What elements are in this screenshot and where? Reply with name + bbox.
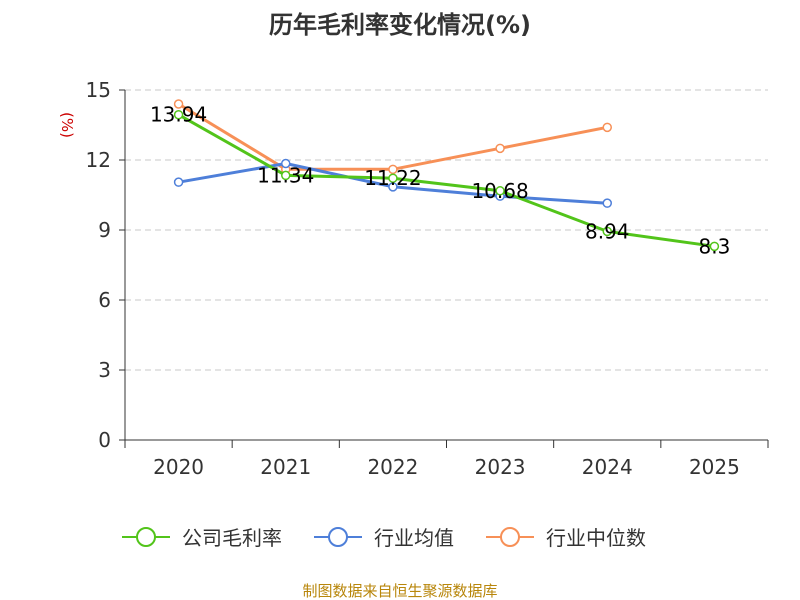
y-tick-label-3: 3 — [98, 358, 111, 382]
x-tick-label-2022: 2022 — [367, 455, 418, 479]
legend-item-1: 行业均值 — [314, 526, 454, 550]
source-note: 制图数据来自恒生聚源数据库 — [302, 582, 497, 600]
axes: 0 3 6 9 12 15 2020 2021 2022 2023 2024 2025 — [86, 78, 769, 479]
series-0-point-2025 — [709, 241, 720, 252]
series-line-2 — [177, 102, 608, 171]
series-lines — [173, 99, 720, 252]
legend-swatch-marker-2 — [500, 527, 520, 547]
legend: 公司毛利率 行业均值 行业中位数 — [122, 526, 646, 550]
x-tick-label-2020: 2020 — [153, 455, 204, 479]
y-tick-label-9: 9 — [98, 218, 111, 242]
series-2-point-2020 — [173, 99, 184, 109]
series-1-point-2020 — [173, 177, 184, 187]
legend-label-1: 行业均值 — [374, 526, 454, 550]
y-tick-label-12: 12 — [86, 148, 111, 172]
legend-item-2: 行业中位数 — [486, 526, 646, 550]
x-tick-label-2021: 2021 — [260, 455, 311, 479]
series-0-point-2021 — [281, 170, 291, 181]
grid-lines — [125, 89, 768, 371]
y-axis-label: (%) — [58, 112, 76, 138]
data-label-2022: 11.22 — [364, 166, 421, 190]
data-label-2023: 10.68 — [471, 179, 528, 203]
legend-item-0: 公司毛利率 — [122, 526, 282, 550]
x-tick-label-2023: 2023 — [475, 455, 526, 479]
x-tick-label-2025: 2025 — [689, 455, 740, 479]
legend-label-0: 公司毛利率 — [182, 526, 282, 550]
legend-label-2: 行业中位数 — [546, 526, 646, 550]
y-tick-label-15: 15 — [86, 78, 111, 102]
series-0-point-2022 — [388, 173, 398, 183]
series-0-point-2023 — [495, 186, 505, 196]
series-line-0 — [177, 113, 715, 248]
series-2-point-2022 — [388, 164, 398, 175]
series-0-point-2020 — [173, 109, 184, 120]
series-1-point-2024 — [602, 198, 612, 208]
y-tick-label-0: 0 — [98, 428, 111, 452]
series-2-point-2023 — [495, 143, 505, 154]
chart-title: 历年毛利率变化情况(%) — [269, 11, 531, 39]
series-0-point-2024 — [602, 226, 612, 237]
data-label-2020: 13.94 — [150, 103, 207, 127]
data-labels: 13.94 11.34 11.22 10.68 8.94 8.3 — [150, 103, 730, 259]
series-2-point-2024 — [602, 122, 612, 133]
data-label-2024: 8.94 — [585, 219, 630, 243]
legend-swatch-marker-0 — [136, 527, 156, 547]
x-tick-label-2024: 2024 — [582, 455, 633, 479]
y-tick-label-6: 6 — [98, 288, 111, 312]
data-label-2025: 8.3 — [699, 234, 731, 258]
legend-swatch-marker-1 — [328, 527, 348, 547]
series-1-point-2021 — [281, 158, 291, 169]
data-label-2021: 11.34 — [257, 163, 314, 187]
